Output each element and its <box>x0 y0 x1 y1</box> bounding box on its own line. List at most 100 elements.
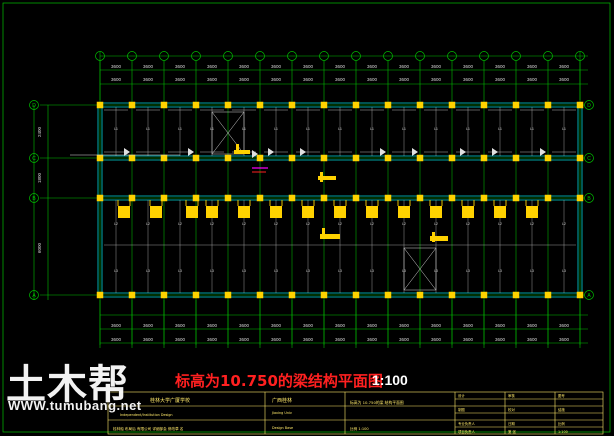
svg-text:B: B <box>587 196 591 202</box>
svg-text:L3: L3 <box>498 269 502 273</box>
svg-text:1:100: 1:100 <box>558 430 568 434</box>
svg-text:L3: L3 <box>210 269 214 273</box>
svg-text:3600: 3600 <box>495 77 506 82</box>
grid-axis-top <box>100 55 588 85</box>
svg-text:L3: L3 <box>114 269 118 273</box>
title-block-text: 桂林大学广厦学校 Independent/Institution Design … <box>113 393 568 434</box>
svg-text:L3: L3 <box>306 269 310 273</box>
svg-text:L1: L1 <box>498 127 502 131</box>
svg-text:3600: 3600 <box>175 323 186 328</box>
svg-text:L3: L3 <box>466 269 470 273</box>
svg-text:3600: 3600 <box>143 64 154 69</box>
svg-text:3600: 3600 <box>207 77 218 82</box>
svg-text:3600: 3600 <box>271 77 282 82</box>
svg-text:L2: L2 <box>498 222 502 226</box>
svg-text:L1: L1 <box>306 127 310 131</box>
svg-text:3600: 3600 <box>431 64 442 69</box>
svg-text:校对: 校对 <box>508 407 515 412</box>
svg-text:L2: L2 <box>146 222 150 226</box>
svg-text:3600: 3600 <box>207 337 218 342</box>
svg-text:3600: 3600 <box>111 323 122 328</box>
svg-text:3600: 3600 <box>239 64 250 69</box>
svg-text:3600: 3600 <box>431 337 442 342</box>
svg-text:L3: L3 <box>178 269 182 273</box>
svg-text:D: D <box>587 103 591 109</box>
svg-text:L2: L2 <box>402 222 406 226</box>
svg-text:L2: L2 <box>178 222 182 226</box>
svg-text:3600: 3600 <box>335 337 346 342</box>
tb-project-cn: 广西桂林 <box>272 397 292 404</box>
svg-text:L2: L2 <box>114 222 118 226</box>
svg-text:L2: L2 <box>434 222 438 226</box>
svg-text:3600: 3600 <box>463 323 474 328</box>
svg-text:3600: 3600 <box>303 323 314 328</box>
svg-text:3600: 3600 <box>431 323 442 328</box>
svg-text:L1: L1 <box>146 127 150 131</box>
svg-text:L3: L3 <box>562 269 566 273</box>
svg-text:L1: L1 <box>562 127 566 131</box>
svg-text:L1: L1 <box>338 127 342 131</box>
svg-text:3600: 3600 <box>527 64 538 69</box>
svg-text:3600: 3600 <box>495 323 506 328</box>
svg-text:L1: L1 <box>466 127 470 131</box>
svg-text:3600: 3600 <box>559 64 570 69</box>
grid-bubbles-top <box>95 51 585 61</box>
dimension-text-left: 2400 1800 6000 <box>37 126 42 253</box>
svg-text:3600: 3600 <box>175 64 186 69</box>
tb-project-sub: Jiaxing Univ <box>271 411 292 415</box>
svg-text:L1: L1 <box>178 127 182 131</box>
tb-company-sub: Independent/Institution Design <box>120 413 173 417</box>
svg-text:3600: 3600 <box>527 77 538 82</box>
svg-text:3600: 3600 <box>111 337 122 342</box>
svg-text:3600: 3600 <box>271 323 282 328</box>
svg-text:L3: L3 <box>338 269 342 273</box>
svg-text:比例: 比例 <box>558 421 565 426</box>
svg-text:3600: 3600 <box>367 64 378 69</box>
grid-bubbles-left: D C B A <box>29 100 39 300</box>
svg-text:L3: L3 <box>530 269 534 273</box>
svg-text:L3: L3 <box>242 269 246 273</box>
svg-text:3600: 3600 <box>559 337 570 342</box>
svg-text:3600: 3600 <box>175 77 186 82</box>
svg-text:3600: 3600 <box>239 323 250 328</box>
svg-text:L2: L2 <box>338 222 342 226</box>
svg-text:L1: L1 <box>530 127 534 131</box>
svg-text:L1: L1 <box>434 127 438 131</box>
svg-text:设计: 设计 <box>458 393 465 398</box>
svg-text:3600: 3600 <box>175 337 186 342</box>
svg-text:3600: 3600 <box>559 323 570 328</box>
svg-text:L2: L2 <box>562 222 566 226</box>
svg-text:3600: 3600 <box>367 323 378 328</box>
svg-text:L3: L3 <box>274 269 278 273</box>
svg-text:制图: 制图 <box>458 407 465 412</box>
svg-text:3600: 3600 <box>463 64 474 69</box>
rebar-annotations <box>118 144 538 242</box>
svg-text:L2: L2 <box>530 222 534 226</box>
svg-text:3600: 3600 <box>111 64 122 69</box>
svg-text:3600: 3600 <box>239 77 250 82</box>
tb-scale-note: 比例 1:100 <box>350 426 369 431</box>
svg-text:专业负责人: 专业负责人 <box>458 421 476 426</box>
svg-text:3600: 3600 <box>303 77 314 82</box>
svg-text:3600: 3600 <box>335 77 346 82</box>
svg-text:图号: 图号 <box>558 393 565 398</box>
svg-text:3600: 3600 <box>303 64 314 69</box>
svg-text:3600: 3600 <box>527 337 538 342</box>
svg-text:3600: 3600 <box>111 77 122 82</box>
svg-text:项目负责人: 项目负责人 <box>458 429 476 434</box>
watermark-logo: 土木帮 <box>6 362 129 408</box>
svg-text:L3: L3 <box>370 269 374 273</box>
plan-title-scale: 1:100 <box>372 372 408 388</box>
title-block <box>107 391 604 435</box>
svg-text:C: C <box>587 156 591 162</box>
svg-text:L2: L2 <box>370 222 374 226</box>
svg-text:审核: 审核 <box>508 393 515 398</box>
grid-axis-bottom <box>100 314 588 344</box>
svg-text:3600: 3600 <box>463 337 474 342</box>
svg-text:A: A <box>587 293 591 299</box>
plan-title: 标高为10.750的梁结构平面图 <box>175 372 383 390</box>
svg-text:L1: L1 <box>402 127 406 131</box>
svg-text:L1: L1 <box>114 127 118 131</box>
svg-text:L2: L2 <box>242 222 246 226</box>
